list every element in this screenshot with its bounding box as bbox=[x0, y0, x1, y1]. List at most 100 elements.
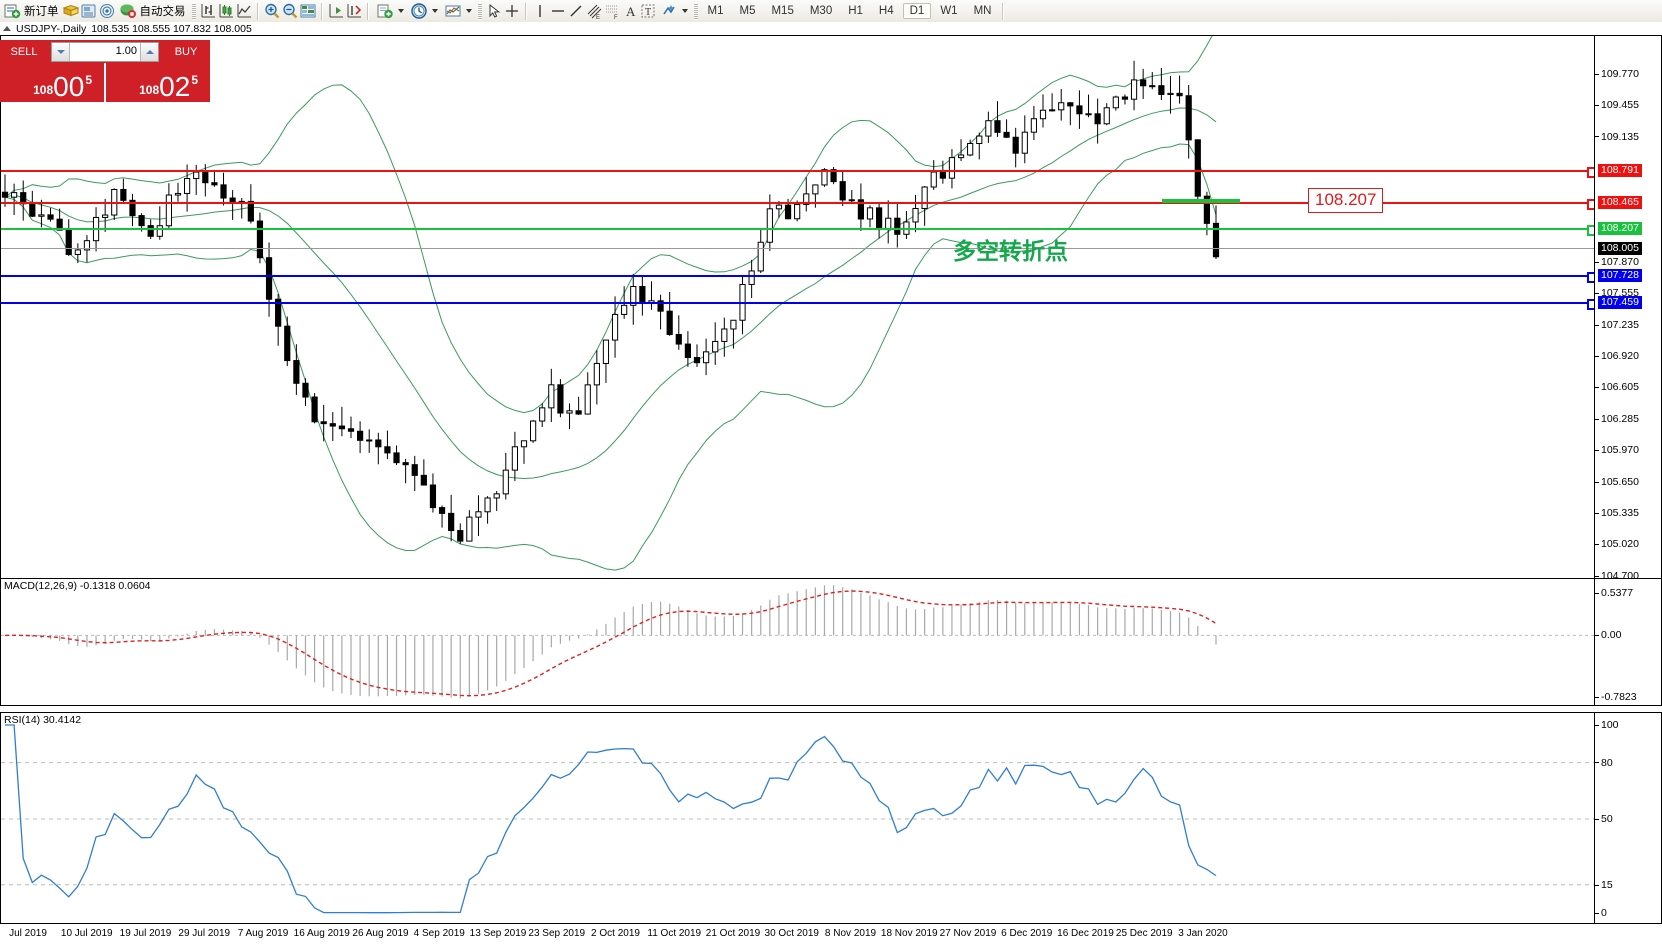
price-level-label[interactable]: 107.728 bbox=[1598, 269, 1642, 283]
price-level-line[interactable] bbox=[1, 169, 1596, 172]
buy-price-display[interactable]: 108 02 5 bbox=[106, 63, 210, 102]
indicators-icon bbox=[444, 2, 462, 20]
chevron-down-icon[interactable] bbox=[681, 9, 688, 13]
timeframe-m5[interactable]: M5 bbox=[739, 5, 756, 17]
rsi-axis-tick: 15 bbox=[1595, 879, 1613, 891]
price-level-line[interactable] bbox=[1, 247, 1596, 249]
macd-y-axis: 0.5377 0.00 -0.7823 bbox=[1594, 579, 1661, 705]
time-axis-label: 3 Jan 2020 bbox=[1178, 928, 1228, 939]
candlestick-chart-icon[interactable] bbox=[217, 2, 235, 20]
chevron-down-icon[interactable] bbox=[397, 9, 404, 13]
templates-dropdown[interactable] bbox=[373, 1, 407, 21]
toolbar-grip[interactable] bbox=[693, 2, 698, 20]
signals-icon[interactable] bbox=[98, 2, 116, 20]
time-axis-label: 4 Sep 2019 bbox=[413, 928, 465, 939]
zoom-out-icon[interactable] bbox=[281, 2, 299, 20]
time-axis-label: 6 Dec 2019 bbox=[1001, 928, 1053, 939]
news-icon[interactable] bbox=[80, 2, 98, 20]
price-chart-pane[interactable]: 109.770 109.455 109.135 107.870 107.555 107.2… bbox=[0, 35, 1662, 582]
grid-icon[interactable] bbox=[299, 2, 317, 20]
timeframe-mn[interactable]: MN bbox=[973, 5, 992, 17]
svg-text:A: A bbox=[626, 4, 636, 19]
rsi-pane[interactable]: RSI(14) 30.4142 100 80 50 15 0 bbox=[0, 712, 1662, 924]
time-axis-label: Jul 2019 bbox=[9, 928, 47, 939]
zoom-in-icon[interactable] bbox=[263, 2, 281, 20]
sell-price-display[interactable]: 108 00 5 bbox=[0, 63, 106, 102]
timeframe-m15[interactable]: M15 bbox=[771, 5, 794, 17]
price-level-label[interactable]: 108.465 bbox=[1598, 196, 1642, 210]
price-level-label[interactable]: 108.791 bbox=[1598, 163, 1642, 177]
rsi-canvas[interactable] bbox=[1, 713, 1596, 923]
line-chart-icon[interactable] bbox=[235, 2, 253, 20]
price-level-line[interactable] bbox=[1, 227, 1596, 230]
hline-icon[interactable] bbox=[549, 2, 567, 20]
buy-price-fraction: 5 bbox=[191, 73, 198, 87]
price-level-label[interactable]: 107.459 bbox=[1598, 295, 1642, 309]
buy-button[interactable]: BUY bbox=[162, 40, 210, 63]
new-order-button[interactable]: 新订单 bbox=[0, 1, 62, 21]
vline-icon[interactable] bbox=[531, 2, 549, 20]
autotrade-button[interactable]: 自动交易 bbox=[116, 1, 189, 21]
cursor-icon[interactable] bbox=[485, 2, 503, 20]
time-axis-label: 2 Oct 2019 bbox=[591, 928, 640, 939]
time-axis-label: 27 Nov 2019 bbox=[939, 928, 997, 939]
volume-stepper[interactable]: 1.00 bbox=[51, 41, 159, 62]
macd-canvas[interactable] bbox=[1, 579, 1596, 705]
time-axis-label: 18 Nov 2019 bbox=[880, 928, 938, 939]
macd-axis-tick: 0.00 bbox=[1595, 629, 1621, 641]
main-toolbar: 新订单 bbox=[0, 0, 1662, 23]
auto-scroll-icon[interactable] bbox=[345, 2, 363, 20]
sell-button[interactable]: SELL bbox=[0, 40, 48, 63]
text-label-icon[interactable]: T bbox=[639, 2, 657, 20]
volume-increase-button[interactable] bbox=[140, 42, 158, 61]
price-level-label[interactable]: 108.005 bbox=[1598, 241, 1642, 255]
wallet-icon[interactable] bbox=[62, 2, 80, 20]
price-level-line[interactable] bbox=[1, 275, 1596, 278]
timeframe-w1[interactable]: W1 bbox=[940, 5, 958, 17]
equidistant-channel-icon[interactable]: E bbox=[585, 2, 603, 20]
timeframe-h1[interactable]: H1 bbox=[848, 5, 863, 17]
price-level-line[interactable] bbox=[1, 301, 1596, 304]
timeframe-h4[interactable]: H4 bbox=[878, 5, 894, 17]
time-axis-label: 26 Aug 2019 bbox=[352, 928, 409, 939]
objects-dropdown[interactable] bbox=[657, 1, 691, 21]
crosshair-icon[interactable] bbox=[503, 2, 521, 20]
price-axis-tick: 107.870 bbox=[1595, 256, 1639, 268]
bar-chart-icon[interactable] bbox=[199, 2, 217, 20]
svg-text:T: T bbox=[645, 7, 651, 18]
chart-shift-icon[interactable] bbox=[327, 2, 345, 20]
price-axis-tick: 107.235 bbox=[1595, 319, 1639, 331]
price-axis-tick: 106.285 bbox=[1595, 413, 1639, 425]
macd-pane[interactable]: MACD(12,26,9) -0.1318 0.0604 0.5377 0.00 -… bbox=[0, 578, 1662, 706]
indicators-dropdown[interactable] bbox=[441, 1, 475, 21]
trendline-icon[interactable] bbox=[567, 2, 585, 20]
toolbar-grip[interactable] bbox=[191, 2, 196, 20]
time-axis-label: 13 Sep 2019 bbox=[469, 928, 527, 939]
price-level-line[interactable] bbox=[1, 202, 1596, 205]
timeframe-m30[interactable]: M30 bbox=[809, 5, 833, 17]
price-chart-canvas[interactable] bbox=[1, 36, 1596, 579]
timeframe-d1[interactable]: D1 bbox=[902, 3, 932, 19]
chevron-down-icon[interactable] bbox=[431, 9, 438, 13]
volume-decrease-button[interactable] bbox=[52, 42, 70, 61]
price-annotation-tag: 108.207 bbox=[1308, 188, 1384, 213]
time-axis-label: 8 Nov 2019 bbox=[824, 928, 877, 939]
svg-text:E: E bbox=[596, 15, 600, 20]
period-dropdown[interactable] bbox=[407, 1, 441, 21]
rsi-axis-tick: 100 bbox=[1595, 719, 1619, 731]
volume-value[interactable]: 1.00 bbox=[115, 44, 137, 57]
time-axis[interactable]: Jul 2019 10 Jul 2019 19 Jul 2019 29 Jul 201… bbox=[0, 925, 1662, 947]
buy-price-pips: 02 bbox=[159, 71, 191, 102]
toolbar-grip[interactable] bbox=[477, 2, 482, 20]
price-axis-tick: 109.455 bbox=[1595, 99, 1639, 111]
period-icon bbox=[410, 2, 428, 20]
text-icon[interactable]: A bbox=[621, 2, 639, 20]
fibonacci-icon[interactable]: F bbox=[603, 2, 621, 20]
macd-axis-tick: 0.5377 bbox=[1595, 587, 1633, 599]
sell-price-pips: 00 bbox=[53, 71, 85, 102]
price-axis-tick: 105.020 bbox=[1595, 538, 1639, 550]
collapse-triangle-icon[interactable] bbox=[3, 26, 11, 31]
price-level-label[interactable]: 108.207 bbox=[1598, 221, 1642, 235]
timeframe-m1[interactable]: M1 bbox=[707, 5, 724, 17]
chevron-down-icon[interactable] bbox=[465, 9, 472, 13]
